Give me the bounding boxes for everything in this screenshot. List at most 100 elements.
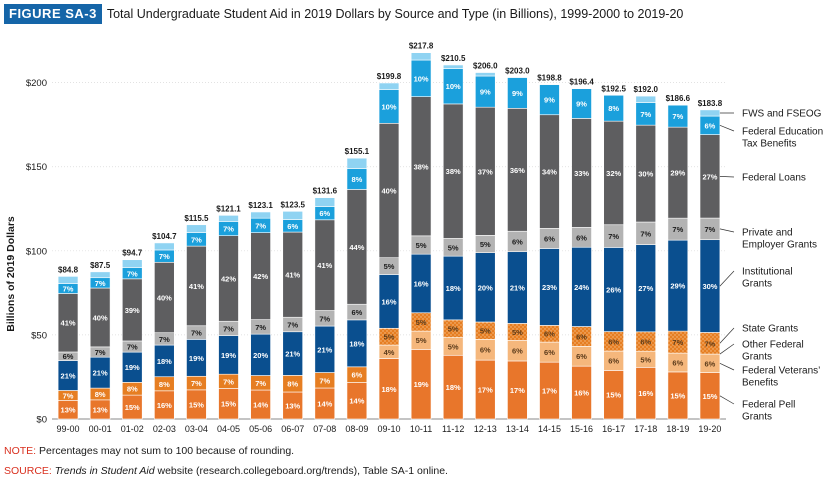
bar-total-label: $104.7 xyxy=(152,232,177,241)
bar-total-label: $217.8 xyxy=(409,42,434,51)
segment-percent-label: 6% xyxy=(576,332,587,341)
segment-percent-label: 40% xyxy=(93,313,108,322)
segment-percent-label: 15% xyxy=(670,391,685,400)
source-label: SOURCE: xyxy=(4,465,52,477)
bar-total-label: $198.8 xyxy=(537,74,562,83)
segment-percent-label: 16% xyxy=(157,401,172,410)
note-label: NOTE: xyxy=(4,445,37,457)
bar-total-label: $183.8 xyxy=(698,99,723,108)
segment-percent-label: 32% xyxy=(606,169,621,178)
segment-percent-label: 7% xyxy=(223,225,234,234)
segment-percent-label: 5% xyxy=(416,336,427,345)
segment-percent-label: 27% xyxy=(638,284,653,293)
segment-percent-label: 5% xyxy=(640,355,651,364)
segment-percent-label: 10% xyxy=(446,82,461,91)
segment-percent-label: 15% xyxy=(189,400,204,409)
segment-percent-label: 8% xyxy=(127,385,138,394)
segment-percent-label: 38% xyxy=(414,162,429,171)
segment-percent-label: 7% xyxy=(95,348,106,357)
segment-percent-label: 6% xyxy=(480,346,491,355)
segment-percent-label: 7% xyxy=(672,225,683,234)
segment-percent-label: 26% xyxy=(606,286,621,295)
source-text: website (research.collegeboard.org/trend… xyxy=(154,465,448,477)
bar-segment-fws_fseog xyxy=(699,109,721,117)
bar-segment-fws_fseog xyxy=(314,197,336,207)
segment-percent-label: 9% xyxy=(512,89,523,98)
segment-percent-label: 30% xyxy=(702,282,717,291)
segment-percent-label: 7% xyxy=(640,110,651,119)
x-tick-label: 10-11 xyxy=(410,424,432,434)
segment-percent-label: 29% xyxy=(670,282,685,291)
x-tick-label: 05-06 xyxy=(249,424,272,434)
legend-leader-line xyxy=(719,270,735,287)
x-tick-label: 08-09 xyxy=(345,424,368,434)
segment-percent-label: 6% xyxy=(544,234,555,243)
segment-percent-label: 5% xyxy=(416,318,427,327)
legend-leader-line xyxy=(719,125,735,132)
segment-percent-label: 7% xyxy=(63,391,74,400)
bar-segment-fws_fseog xyxy=(635,95,657,103)
legend-label: Federal Loans xyxy=(742,173,806,184)
stacked-bar-chart: 13% 7% 21% 6% 41% 7% $84.8 13% 8% 21% 7% 40% 7% $87.5… xyxy=(5,42,823,434)
segment-percent-label: 5% xyxy=(416,241,427,250)
segment-percent-label: 7% xyxy=(705,339,716,348)
legend-label: FWS and FSEOG xyxy=(742,109,822,120)
segment-percent-label: 7% xyxy=(319,376,330,385)
x-tick-label: 13-14 xyxy=(506,424,529,434)
bar-segment-tax_benefits xyxy=(507,77,528,109)
segment-percent-label: 10% xyxy=(381,102,396,111)
segment-percent-label: 5% xyxy=(384,262,395,271)
segment-percent-label: 15% xyxy=(221,400,236,409)
segment-percent-label: 6% xyxy=(544,330,555,339)
segment-percent-label: 14% xyxy=(253,401,268,410)
legend-label: Federal Pell Grants xyxy=(742,400,795,423)
segment-percent-label: 6% xyxy=(672,359,683,368)
segment-percent-label: 7% xyxy=(705,225,716,234)
segment-percent-label: 8% xyxy=(351,175,362,184)
segment-percent-label: 6% xyxy=(319,209,330,218)
y-tick-label: $200 xyxy=(26,78,47,89)
segment-percent-label: 41% xyxy=(61,319,76,328)
segment-percent-label: 8% xyxy=(287,380,298,389)
segment-percent-label: 40% xyxy=(157,294,172,303)
bar-segment-fws_fseog xyxy=(378,82,400,90)
bar-segment-fws_fseog xyxy=(250,211,271,219)
segment-percent-label: 17% xyxy=(510,386,525,395)
bar-total-label: $206.0 xyxy=(473,62,498,71)
segment-percent-label: 7% xyxy=(608,232,619,241)
figure-header: FIGURE SA-3 Total Undergraduate Student … xyxy=(4,4,683,24)
segment-percent-label: 5% xyxy=(448,243,459,252)
x-tick-label: 02-03 xyxy=(153,424,176,434)
segment-percent-label: 7% xyxy=(319,314,330,323)
chart-title: Total Undergraduate Student Aid in 2019 … xyxy=(106,7,684,21)
bar-total-label: $203.0 xyxy=(505,67,530,76)
segment-percent-label: 7% xyxy=(191,379,202,388)
segment-percent-label: 5% xyxy=(480,327,491,336)
segment-percent-label: 24% xyxy=(574,283,589,292)
segment-percent-label: 7% xyxy=(223,377,234,386)
bar-segment-tax_benefits xyxy=(539,84,560,116)
segment-percent-label: 41% xyxy=(317,261,332,270)
bar-total-label: $94.7 xyxy=(122,249,143,258)
segment-percent-label: 16% xyxy=(414,279,429,288)
segment-percent-label: 7% xyxy=(287,320,298,329)
segment-percent-label: 14% xyxy=(317,400,332,409)
bar-total-label: $115.5 xyxy=(184,214,209,223)
segment-percent-label: 4% xyxy=(384,348,395,357)
segment-percent-label: 38% xyxy=(446,167,461,176)
segment-percent-label: 21% xyxy=(317,345,332,354)
bar-total-label: $123.5 xyxy=(280,200,305,209)
segment-percent-label: 5% xyxy=(512,328,523,337)
y-axis-label: Billions of 2019 Dollars xyxy=(5,216,17,332)
segment-percent-label: 19% xyxy=(125,363,140,372)
segment-percent-label: 37% xyxy=(478,167,493,176)
legend-label: Federal Veterans’ Benefits xyxy=(742,366,820,389)
segment-percent-label: 30% xyxy=(638,170,653,179)
bar-segment-tax_benefits xyxy=(571,88,592,119)
segment-percent-label: 5% xyxy=(384,333,395,342)
segment-percent-label: 20% xyxy=(253,351,268,360)
segment-percent-label: 19% xyxy=(221,351,236,360)
segment-percent-label: 7% xyxy=(159,252,170,261)
segment-percent-label: 42% xyxy=(221,274,236,283)
segment-percent-label: 16% xyxy=(574,389,589,398)
